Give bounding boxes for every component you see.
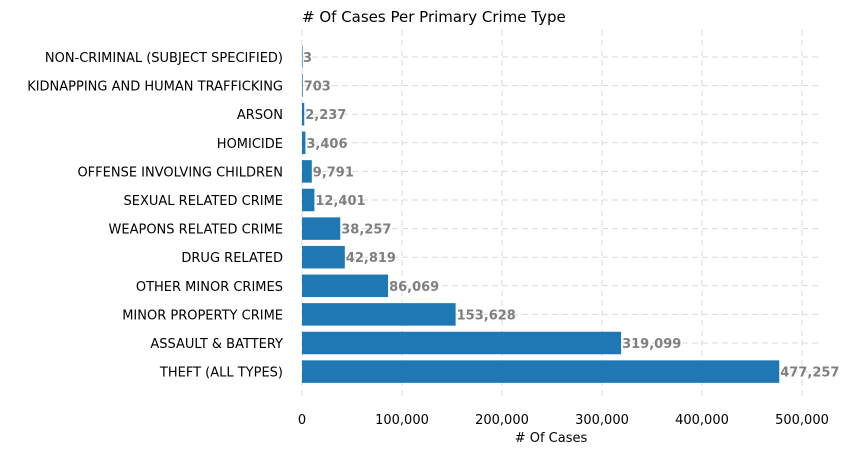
x-tick-label: 100,000: [375, 413, 429, 428]
bar: [302, 102, 305, 126]
bar: [302, 160, 312, 183]
x-tick-label: 200,000: [475, 413, 529, 428]
bar: [302, 274, 389, 298]
y-tick-label: ARSON: [237, 108, 283, 123]
bar: [302, 245, 345, 269]
data-label: 3,406: [306, 137, 347, 152]
y-tick-label: SEXUAL RELATED CRIME: [124, 194, 284, 209]
bar: [302, 74, 303, 97]
data-label: 9,791: [313, 165, 354, 180]
y-tick-label: MINOR PROPERTY CRIME: [122, 308, 283, 323]
y-tick-label: NON-CRIMINAL (SUBJECT SPECIFIED): [45, 51, 283, 66]
bar: [302, 45, 303, 69]
x-tick-label: 0: [298, 413, 306, 428]
y-tick-label: OFFENSE INVOLVING CHILDREN: [77, 165, 283, 180]
data-label: 703: [304, 80, 331, 95]
y-tick-label: KIDNAPPING AND HUMAN TRAFFICKING: [27, 80, 283, 95]
y-tick-label: DRUG RELATED: [181, 251, 283, 266]
y-tick-label: OTHER MINOR CRIMES: [136, 280, 283, 295]
data-label: 319,099: [622, 337, 681, 352]
y-tick-label: THEFT (ALL TYPES): [159, 366, 283, 381]
data-label: 38,257: [341, 223, 391, 238]
bar: [302, 217, 341, 240]
x-axis-label: # Of Cases: [515, 431, 588, 446]
data-label: 42,819: [346, 251, 396, 266]
bar: [302, 360, 780, 383]
data-label: 477,257: [780, 366, 839, 381]
data-label: 2,237: [305, 108, 346, 123]
y-tick-label: ASSAULT & BATTERY: [150, 337, 283, 352]
x-tick-label: 400,000: [675, 413, 729, 428]
data-label: 86,069: [389, 280, 439, 295]
x-tick-label: 500,000: [775, 413, 829, 428]
data-label: 12,401: [315, 194, 365, 209]
data-label: 3: [303, 51, 312, 66]
bar: [302, 331, 622, 355]
y-tick-label: WEAPONS RELATED CRIME: [109, 223, 283, 238]
y-tick-label: HOMICIDE: [217, 137, 283, 152]
bar: [302, 188, 315, 212]
chart-title: # Of Cases Per Primary Crime Type: [302, 8, 566, 26]
bar: [302, 131, 306, 155]
bar: [302, 303, 456, 326]
data-label: 153,628: [457, 308, 516, 323]
x-tick-label: 300,000: [575, 413, 629, 428]
